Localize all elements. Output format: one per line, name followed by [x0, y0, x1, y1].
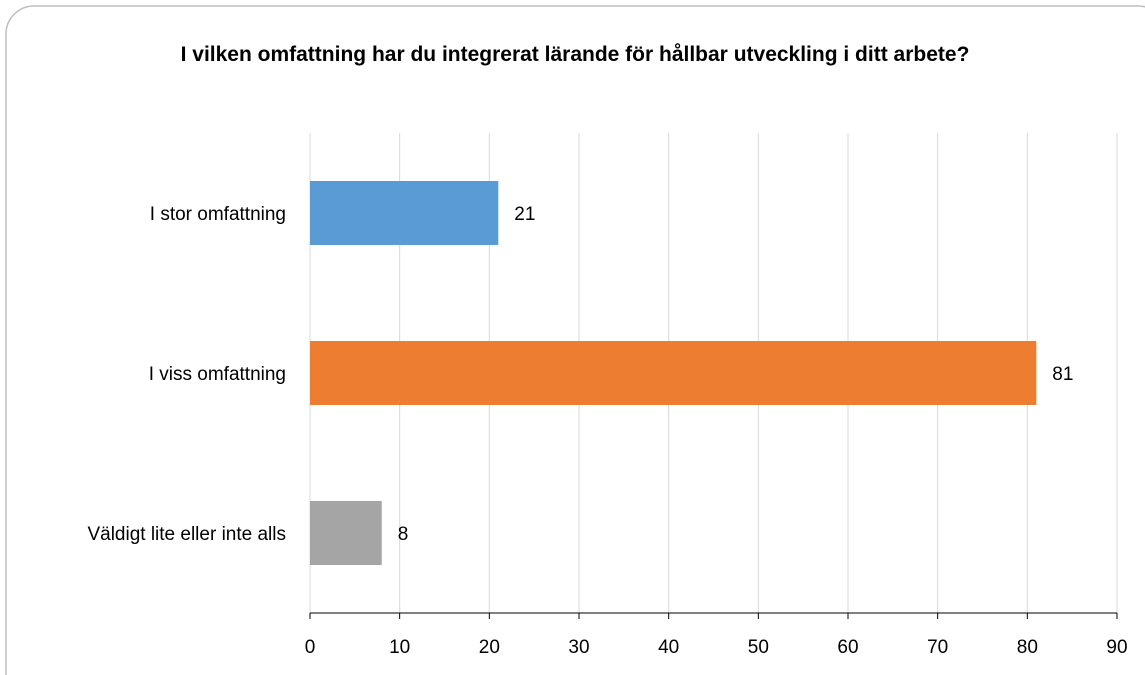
y-tick-label: I stor omfattning — [150, 204, 286, 225]
data-label: 8 — [398, 524, 409, 545]
x-tick-label: 60 — [837, 637, 858, 658]
data-label: 21 — [514, 204, 535, 225]
bar — [310, 501, 382, 565]
x-tick-label: 30 — [568, 637, 589, 658]
x-tick-label: 20 — [479, 637, 500, 658]
x-tick-label: 10 — [389, 637, 410, 658]
x-tick-label: 80 — [1017, 637, 1038, 658]
chart-border — [5, 5, 1145, 675]
x-tick-label: 40 — [658, 637, 679, 658]
x-tick-label: 50 — [748, 637, 769, 658]
bar — [310, 341, 1037, 405]
y-tick-label: Väldigt lite eller inte alls — [87, 524, 286, 545]
chart-title: I vilken omfattning har du integrerat lä… — [180, 43, 970, 66]
x-tick-label: 90 — [1106, 637, 1127, 658]
x-tick-label: 70 — [927, 637, 948, 658]
x-tick-label: 0 — [305, 637, 316, 658]
data-label: 81 — [1052, 364, 1073, 385]
y-tick-label: I viss omfattning — [149, 364, 286, 385]
bar — [310, 181, 499, 245]
